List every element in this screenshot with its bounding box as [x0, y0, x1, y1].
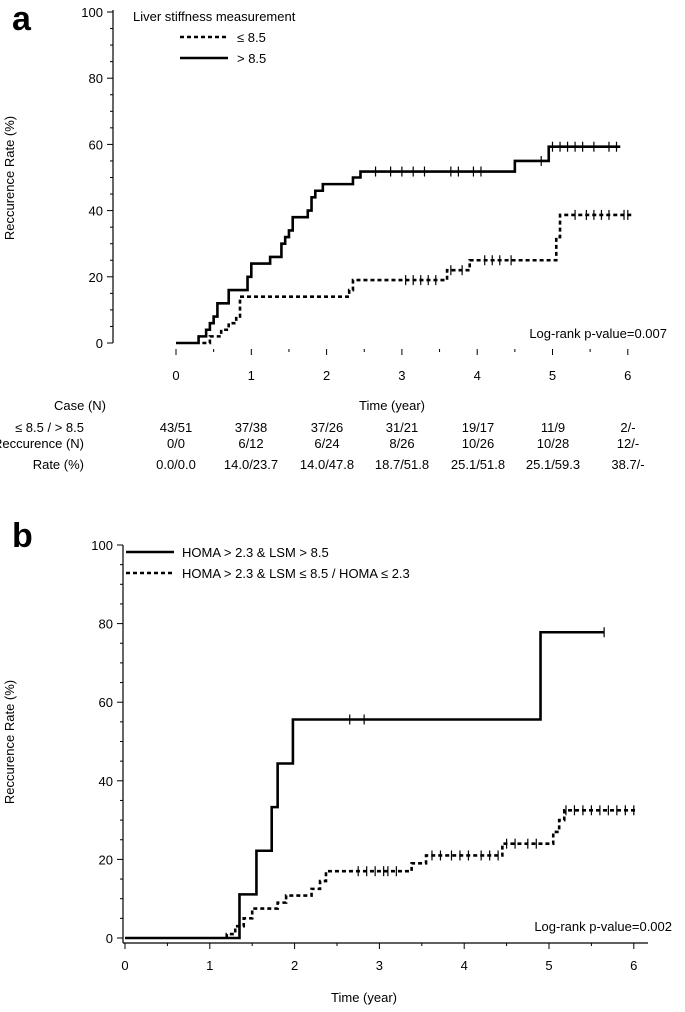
panel-b-series — [125, 627, 639, 940]
risk-table-cell: 14.0/47.8 — [300, 457, 354, 472]
x-tick-label: 0 — [121, 958, 128, 973]
risk-table-cell: 10/26 — [462, 436, 495, 451]
legend-title: Liver stiffness measurement — [133, 9, 296, 24]
y-tick-label: 40 — [99, 774, 113, 789]
risk-table-cell: 25.1/59.3 — [526, 457, 580, 472]
risk-table-cell: 43/51 — [160, 420, 193, 435]
panel-a-label: a — [12, 0, 32, 38]
y-tick-label: 80 — [99, 617, 113, 632]
x-tick-label: 4 — [474, 368, 481, 383]
y-tick-label: 40 — [89, 204, 103, 219]
risk-table-cell: 0/0 — [167, 436, 185, 451]
legend-label-gt-8-5: > 8.5 — [237, 51, 266, 66]
series-line-dashed — [225, 808, 639, 938]
risk-table-cell: 11/9 — [541, 420, 565, 435]
risk-table-cell: 8/26 — [389, 436, 414, 451]
series-line-solid — [176, 145, 621, 345]
risk-table-cell: 6/24 — [314, 436, 339, 451]
legend-label-high-homa-high-lsm: HOMA > 2.3 & LSM > 8.5 — [182, 545, 329, 560]
risk-table-header: Case (N) — [54, 398, 106, 413]
panel-b-x-ticks: 0 1 2 3 4 5 6 — [121, 943, 637, 973]
panel-a-series — [176, 141, 632, 345]
risk-table-cell: 0.0/0.0 — [156, 457, 196, 472]
x-tick-label: 0 — [172, 368, 179, 383]
panel-a-x-axis-title: Time (year) — [359, 398, 425, 413]
risk-table-cell: 38.7/- — [611, 457, 644, 472]
panel-b-legend: HOMA > 2.3 & LSM > 8.5 HOMA > 2.3 & LSM … — [126, 545, 410, 581]
risk-table-cell: 37/26 — [311, 420, 344, 435]
risk-table-cell: 10/28 — [537, 436, 570, 451]
risk-table-row-label-rate: Rate (%) — [33, 457, 84, 472]
y-tick-label: 60 — [99, 695, 113, 710]
risk-table-cell: 6/12 — [238, 436, 263, 451]
x-tick-label: 1 — [248, 368, 255, 383]
x-tick-label: 2 — [323, 368, 330, 383]
risk-table-cell: 18.7/51.8 — [375, 457, 429, 472]
x-tick-label: 5 — [545, 958, 552, 973]
x-tick-label: 4 — [461, 958, 468, 973]
x-tick-label: 3 — [398, 368, 405, 383]
y-tick-label: 20 — [89, 270, 103, 285]
panel-a-y-axis-title: Reccurence Rate (%) — [2, 116, 17, 240]
y-tick-label: 0 — [106, 931, 113, 946]
panel-a-y-ticks: 0 20 40 60 80 100 — [81, 5, 113, 351]
risk-table-cell: 2/- — [620, 420, 635, 435]
panel-b-y-axis-title: Reccurence Rate (%) — [2, 680, 17, 804]
risk-table-cell: 12/- — [617, 436, 639, 451]
panel-a-legend: Liver stiffness measurement ≤ 8.5 > 8.5 — [133, 9, 296, 66]
legend-label-other-groups: HOMA > 2.3 & LSM ≤ 8.5 / HOMA ≤ 2.3 — [182, 566, 410, 581]
y-tick-label: 80 — [89, 71, 103, 86]
x-tick-label: 1 — [206, 958, 213, 973]
y-tick-label: 100 — [81, 5, 103, 20]
risk-table-row-label-recurrence: Reccurence (N) — [0, 436, 84, 451]
risk-table: Case (N) ≤ 8.5 / > 8.5 Reccurence (N) Ra… — [0, 398, 645, 472]
risk-table-cell: 25.1/51.8 — [451, 457, 505, 472]
x-tick-label: 3 — [376, 958, 383, 973]
panel-b-logrank-annotation: Log-rank p-value=0.002 — [534, 919, 672, 934]
x-tick-label: 5 — [549, 368, 556, 383]
risk-table-cell: 37/38 — [235, 420, 268, 435]
risk-table-cells: 43/51 37/38 37/26 31/21 19/17 11/9 2/- 0/0 6/12 6… — [156, 420, 645, 472]
panel-a-axes: 0 20 40 60 80 100 0 1 2 3 4 5 6 Reccurence Rate (%)… — [2, 5, 631, 413]
legend-label-le-8-5: ≤ 8.5 — [237, 30, 266, 45]
panel-a: a 0 20 40 60 80 100 0 1 2 3 4 5 6 Reccurence Rate (… — [0, 0, 667, 472]
risk-table-cell: 19/17 — [462, 420, 495, 435]
panel-a-logrank-annotation: Log-rank p-value=0.007 — [529, 326, 667, 341]
series-line-solid — [125, 630, 605, 940]
risk-table-row-label-cases: ≤ 8.5 / > 8.5 — [15, 420, 84, 435]
x-tick-label: 6 — [630, 958, 637, 973]
risk-table-cell: 14.0/23.7 — [224, 457, 278, 472]
y-tick-label: 100 — [91, 538, 113, 553]
series-line-dashed — [202, 213, 632, 345]
x-tick-label: 6 — [624, 368, 631, 383]
panel-b: b 0 20 40 60 80 100 0 1 2 3 4 5 6 Reccurence Rate (… — [2, 517, 672, 1005]
y-tick-label: 0 — [96, 336, 103, 351]
panel-a-x-ticks: 0 1 2 3 4 5 6 — [172, 349, 631, 383]
y-tick-label: 20 — [99, 852, 113, 867]
panel-b-x-axis-title: Time (year) — [331, 990, 397, 1005]
x-tick-label: 2 — [291, 958, 298, 973]
panel-b-y-ticks: 0 20 40 60 80 100 — [91, 538, 123, 946]
panel-b-label: b — [12, 517, 33, 555]
y-tick-label: 60 — [89, 137, 103, 152]
risk-table-cell: 31/21 — [386, 420, 419, 435]
panel-b-axes: 0 20 40 60 80 100 0 1 2 3 4 5 6 Reccurence Rate (%)… — [2, 538, 648, 1005]
